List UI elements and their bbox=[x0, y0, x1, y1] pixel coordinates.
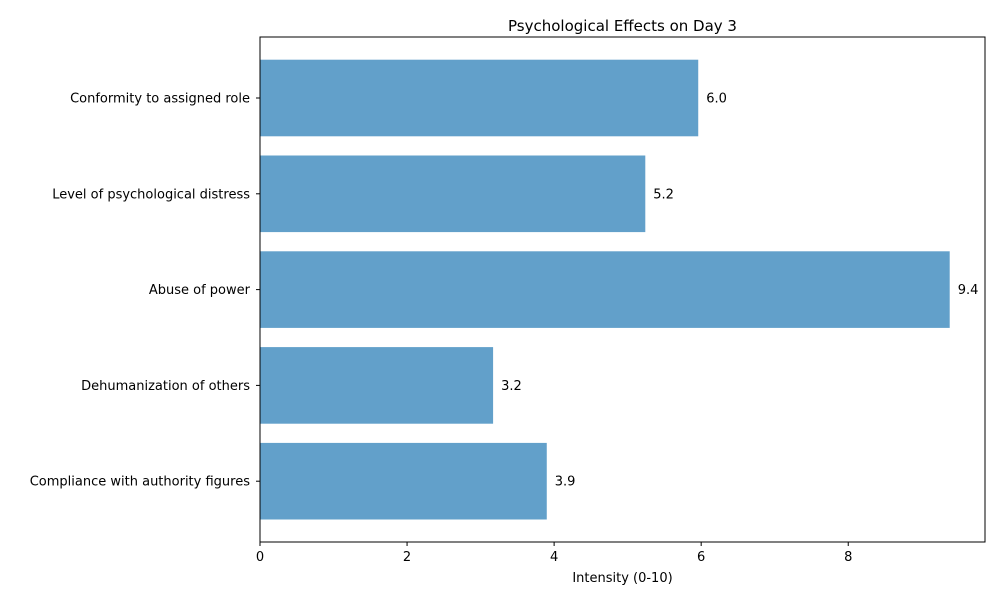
value-labels-group: 6.0 5.2 9.4 3.2 3.9 bbox=[501, 92, 978, 490]
y-tick-label: Conformity to assigned role bbox=[70, 92, 250, 107]
x-tick-label: 8 bbox=[844, 550, 852, 565]
x-tick-label: 2 bbox=[403, 550, 411, 565]
bar bbox=[260, 251, 950, 328]
y-tick-label: Abuse of power bbox=[149, 283, 251, 298]
x-axis-label: Intensity (0-10) bbox=[572, 571, 672, 586]
y-axis: Conformity to assigned role Level of psyc… bbox=[30, 92, 260, 490]
x-tick-label: 0 bbox=[256, 550, 264, 565]
x-tick-label: 6 bbox=[697, 550, 705, 565]
bar bbox=[260, 59, 699, 137]
bar-value-label: 9.4 bbox=[958, 283, 979, 298]
x-axis: 0 2 4 6 8 bbox=[256, 542, 852, 565]
x-tick-label: 4 bbox=[550, 550, 558, 565]
plot-frame bbox=[259, 36, 986, 543]
y-tick-label: Compliance with authority figures bbox=[30, 475, 250, 490]
bars-group bbox=[260, 59, 950, 520]
y-tick-label: Level of psychological distress bbox=[52, 187, 250, 202]
chart-title: Psychological Effects on Day 3 bbox=[508, 17, 737, 35]
bar-value-label: 5.2 bbox=[653, 187, 674, 202]
bar bbox=[260, 347, 494, 424]
y-tick-label: Dehumanization of others bbox=[81, 379, 250, 394]
bar bbox=[260, 155, 646, 233]
bar-value-label: 3.2 bbox=[501, 379, 522, 394]
bar-value-label: 3.9 bbox=[555, 475, 576, 490]
bar-value-label: 6.0 bbox=[706, 92, 727, 107]
bar bbox=[260, 442, 547, 520]
